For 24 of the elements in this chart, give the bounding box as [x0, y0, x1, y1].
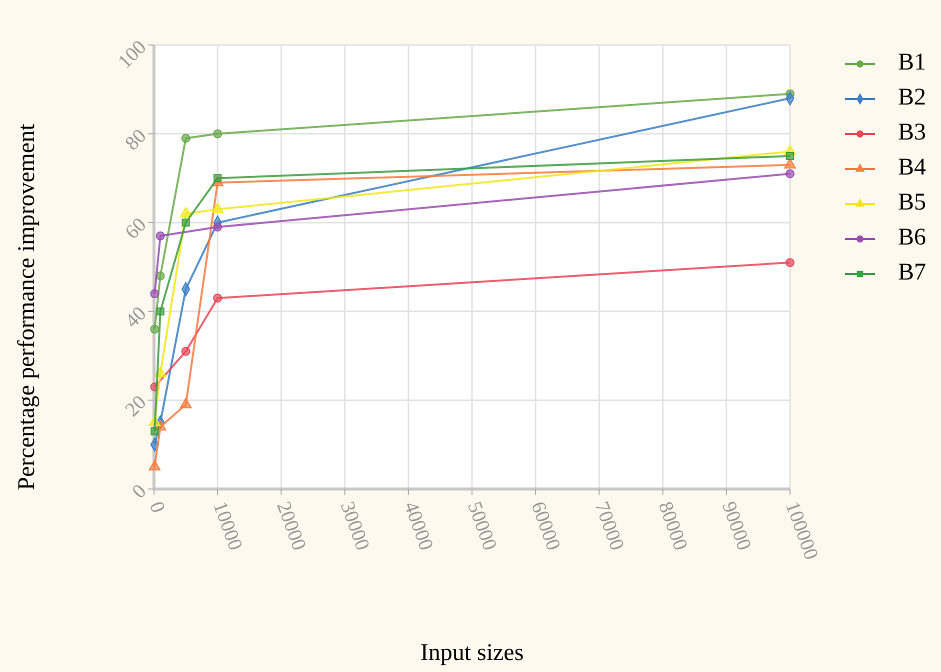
x-tick-label: 20000 — [272, 498, 310, 554]
legend-label: B2 — [898, 84, 926, 111]
y-tick-label: 80 — [121, 125, 151, 155]
y-tick-label: 100 — [114, 36, 151, 73]
x-tick-label: 100000 — [780, 498, 822, 563]
x-tick-label: 50000 — [462, 498, 501, 554]
x-tick-label: 10000 — [208, 498, 246, 554]
x-tick-label: 30000 — [336, 498, 374, 554]
x-tick-label: 40000 — [399, 498, 438, 554]
y-axis-title: Percentage performance improvement — [14, 123, 40, 490]
legend-label: B6 — [898, 224, 926, 251]
x-axis-title: Input sizes — [420, 640, 524, 666]
legend-label: B1 — [898, 50, 926, 76]
legend-label: B7 — [898, 260, 926, 286]
y-tick-label: 40 — [121, 302, 151, 332]
y-tick-label: 20 — [121, 391, 151, 422]
x-tick-label: 70000 — [590, 498, 628, 554]
x-tick-label: 80000 — [654, 498, 692, 554]
y-tick-label: 60 — [121, 214, 151, 244]
x-tick-label: 60000 — [526, 498, 564, 554]
legend-label: B5 — [898, 190, 926, 216]
legend-label: B4 — [898, 154, 926, 181]
x-tick-label: 90000 — [717, 498, 756, 554]
legend-label: B3 — [898, 120, 926, 146]
